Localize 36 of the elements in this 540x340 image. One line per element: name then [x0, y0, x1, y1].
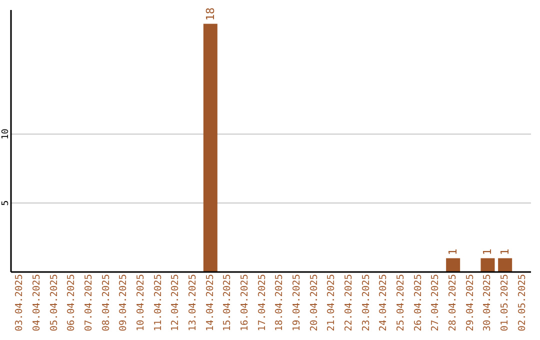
x-tick-label: 03.04.2025: [14, 274, 26, 332]
y-tick-label: 5: [1, 200, 11, 206]
x-tick-label: 18.04.2025: [274, 274, 286, 332]
x-tick-label: 14.04.2025: [204, 274, 216, 332]
x-tick-label: 04.04.2025: [32, 274, 42, 332]
x-tick-label: 15.04.2025: [222, 274, 234, 332]
x-tick-label: 28.04.2025: [448, 274, 458, 332]
x-tick-label: 22.04.2025: [344, 274, 354, 332]
x-tick-label: 23.04.2025: [360, 274, 372, 332]
x-tick-label: 20.04.2025: [308, 274, 320, 332]
x-tick-label: 05.04.2025: [48, 274, 60, 332]
x-tick-label: 06.04.2025: [66, 274, 78, 332]
x-tick-label: 02.05.2025: [516, 274, 528, 332]
x-tick-label: 19.04.2025: [292, 274, 302, 332]
x-tick-label: 01.05.2025: [500, 274, 510, 332]
data-label: 18: [204, 8, 217, 21]
data-label: 1: [498, 248, 512, 256]
x-tick-label: 16.04.2025: [240, 274, 250, 332]
x-tick-label: 26.04.2025: [412, 274, 424, 332]
x-tick-label: 07.04.2025: [84, 274, 94, 332]
x-tick-label: 12.04.2025: [170, 274, 182, 332]
x-tick-label: 09.04.2025: [118, 274, 130, 332]
x-tick-label: 11.04.2025: [152, 274, 164, 332]
x-tick-label: 13.04.2025: [188, 274, 198, 332]
x-tick-label: 30.04.2025: [482, 274, 494, 332]
x-tick-label: 21.04.2025: [326, 274, 338, 332]
x-tick-label: 17.04.2025: [256, 274, 268, 332]
x-tick-label: 10.04.2025: [136, 274, 146, 332]
data-label: 1: [446, 248, 460, 256]
x-tick-label: 24.04.2025: [378, 274, 390, 332]
x-tick-label: 08.04.2025: [100, 274, 112, 332]
x-tick-label: 25.04.2025: [396, 274, 406, 332]
y-tick-label: 10: [1, 128, 11, 140]
x-tick-label: 29.04.2025: [464, 274, 476, 332]
data-label: 1: [481, 248, 494, 256]
x-tick-label: 27.04.2025: [430, 274, 442, 332]
